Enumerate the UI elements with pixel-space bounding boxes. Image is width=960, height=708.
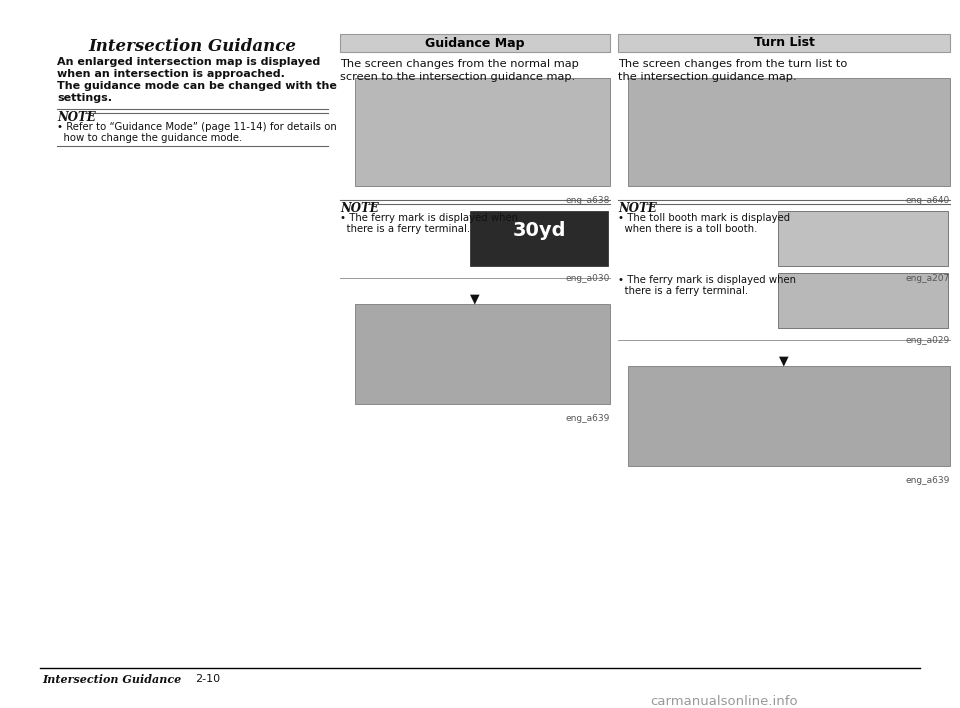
Text: carmanualsonline.info: carmanualsonline.info [650,695,798,708]
Text: when an intersection is approached.: when an intersection is approached. [57,69,285,79]
Text: eng_a030: eng_a030 [565,274,610,283]
Bar [778,273,948,328]
Text: eng_a638: eng_a638 [565,196,610,205]
Text: • The ferry mark is displayed when: • The ferry mark is displayed when [340,213,518,223]
Text: • The toll booth mark is displayed: • The toll booth mark is displayed [618,213,790,223]
Bar [340,34,610,52]
Bar [355,78,610,186]
Text: NOTE: NOTE [57,111,96,124]
Text: The guidance mode can be changed with the: The guidance mode can be changed with th… [57,81,337,91]
Text: Intersection Guidance: Intersection Guidance [42,674,181,685]
Text: eng_a029: eng_a029 [905,336,950,345]
Bar [618,34,950,52]
Text: eng_a640: eng_a640 [905,196,950,205]
Text: Guidance Map: Guidance Map [425,37,525,50]
Text: Turn List: Turn List [754,37,814,50]
Text: Intersection Guidance: Intersection Guidance [88,38,296,55]
Text: there is a ferry terminal.: there is a ferry terminal. [340,224,470,234]
Text: NOTE: NOTE [618,202,657,215]
Bar [778,211,948,266]
Text: how to change the guidance mode.: how to change the guidance mode. [57,133,242,143]
Text: the intersection guidance map.: the intersection guidance map. [618,72,797,82]
Bar [628,366,950,466]
Text: eng_a639: eng_a639 [905,476,950,485]
Text: The screen changes from the normal map: The screen changes from the normal map [340,59,579,69]
Text: settings.: settings. [57,93,112,103]
Text: 30yd: 30yd [513,221,565,240]
Text: ▼: ▼ [470,292,480,305]
Text: 2-10: 2-10 [195,674,220,684]
Text: • Refer to “Guidance Mode” (page 11-14) for details on: • Refer to “Guidance Mode” (page 11-14) … [57,122,337,132]
Text: eng_a207: eng_a207 [905,274,950,283]
Text: • The ferry mark is displayed when: • The ferry mark is displayed when [618,275,796,285]
Text: eng_a639: eng_a639 [565,414,610,423]
Text: An enlarged intersection map is displayed: An enlarged intersection map is displaye… [57,57,321,67]
Text: there is a ferry terminal.: there is a ferry terminal. [618,286,748,296]
Text: when there is a toll booth.: when there is a toll booth. [618,224,757,234]
Bar [355,304,610,404]
Bar [470,211,608,266]
Text: NOTE: NOTE [340,202,379,215]
Text: The screen changes from the turn list to: The screen changes from the turn list to [618,59,848,69]
Text: screen to the intersection guidance map.: screen to the intersection guidance map. [340,72,575,82]
Text: ▼: ▼ [780,354,789,367]
Bar [628,78,950,186]
